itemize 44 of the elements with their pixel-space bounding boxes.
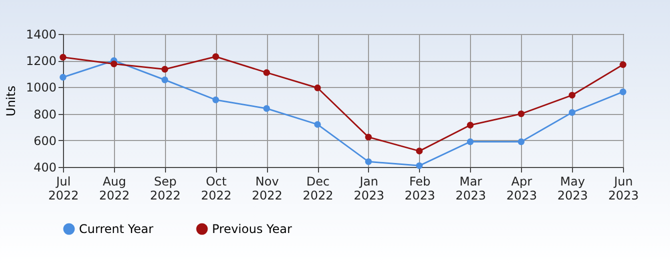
point bbox=[314, 84, 321, 92]
point bbox=[60, 74, 66, 81]
point bbox=[263, 69, 270, 76]
x-tick-label: Oct 2022 bbox=[200, 174, 232, 202]
point bbox=[314, 121, 321, 128]
point bbox=[365, 158, 372, 166]
x-tick-label: Aug 2022 bbox=[99, 174, 130, 202]
point bbox=[416, 162, 423, 170]
x-tick-label: Mar 2023 bbox=[456, 174, 486, 202]
y-axis-title: Units bbox=[4, 86, 18, 116]
x-tick-label: Jan 2023 bbox=[354, 174, 384, 202]
y-tick-label: 1000 bbox=[26, 80, 56, 95]
x-tick-label: Apr 2023 bbox=[506, 174, 537, 202]
y-tick-label: 800 bbox=[34, 107, 56, 122]
point bbox=[212, 53, 220, 60]
point bbox=[568, 109, 576, 116]
y-tick-label: 400 bbox=[34, 160, 56, 174]
y-tick-label: 1400 bbox=[26, 28, 56, 42]
point bbox=[161, 66, 168, 73]
point bbox=[212, 96, 220, 104]
point bbox=[620, 88, 626, 96]
point bbox=[518, 110, 525, 118]
x-tick-label: Nov 2022 bbox=[252, 174, 282, 202]
x-tick-label: Jun 2023 bbox=[608, 174, 639, 202]
point bbox=[568, 92, 576, 99]
point bbox=[466, 122, 474, 128]
point bbox=[110, 60, 118, 68]
point bbox=[60, 54, 66, 61]
y-tick-label: 600 bbox=[34, 134, 56, 148]
point bbox=[620, 61, 626, 68]
point bbox=[416, 148, 423, 154]
point bbox=[263, 105, 270, 112]
y-tick-label: 1200 bbox=[26, 54, 56, 68]
x-tick-label: Jul 2022 bbox=[48, 174, 79, 202]
legend-label: Previous Year bbox=[212, 222, 292, 236]
x-tick-label: May 2023 bbox=[557, 174, 588, 202]
x-tick-label: Dec 2022 bbox=[302, 174, 334, 202]
x-tick-label: Sep 2022 bbox=[150, 174, 181, 202]
x-tick-label: Feb 2023 bbox=[404, 174, 436, 202]
point bbox=[365, 134, 372, 140]
point bbox=[466, 138, 474, 146]
point bbox=[161, 76, 168, 84]
legend-label: Current Year bbox=[79, 222, 154, 236]
point bbox=[518, 138, 525, 146]
